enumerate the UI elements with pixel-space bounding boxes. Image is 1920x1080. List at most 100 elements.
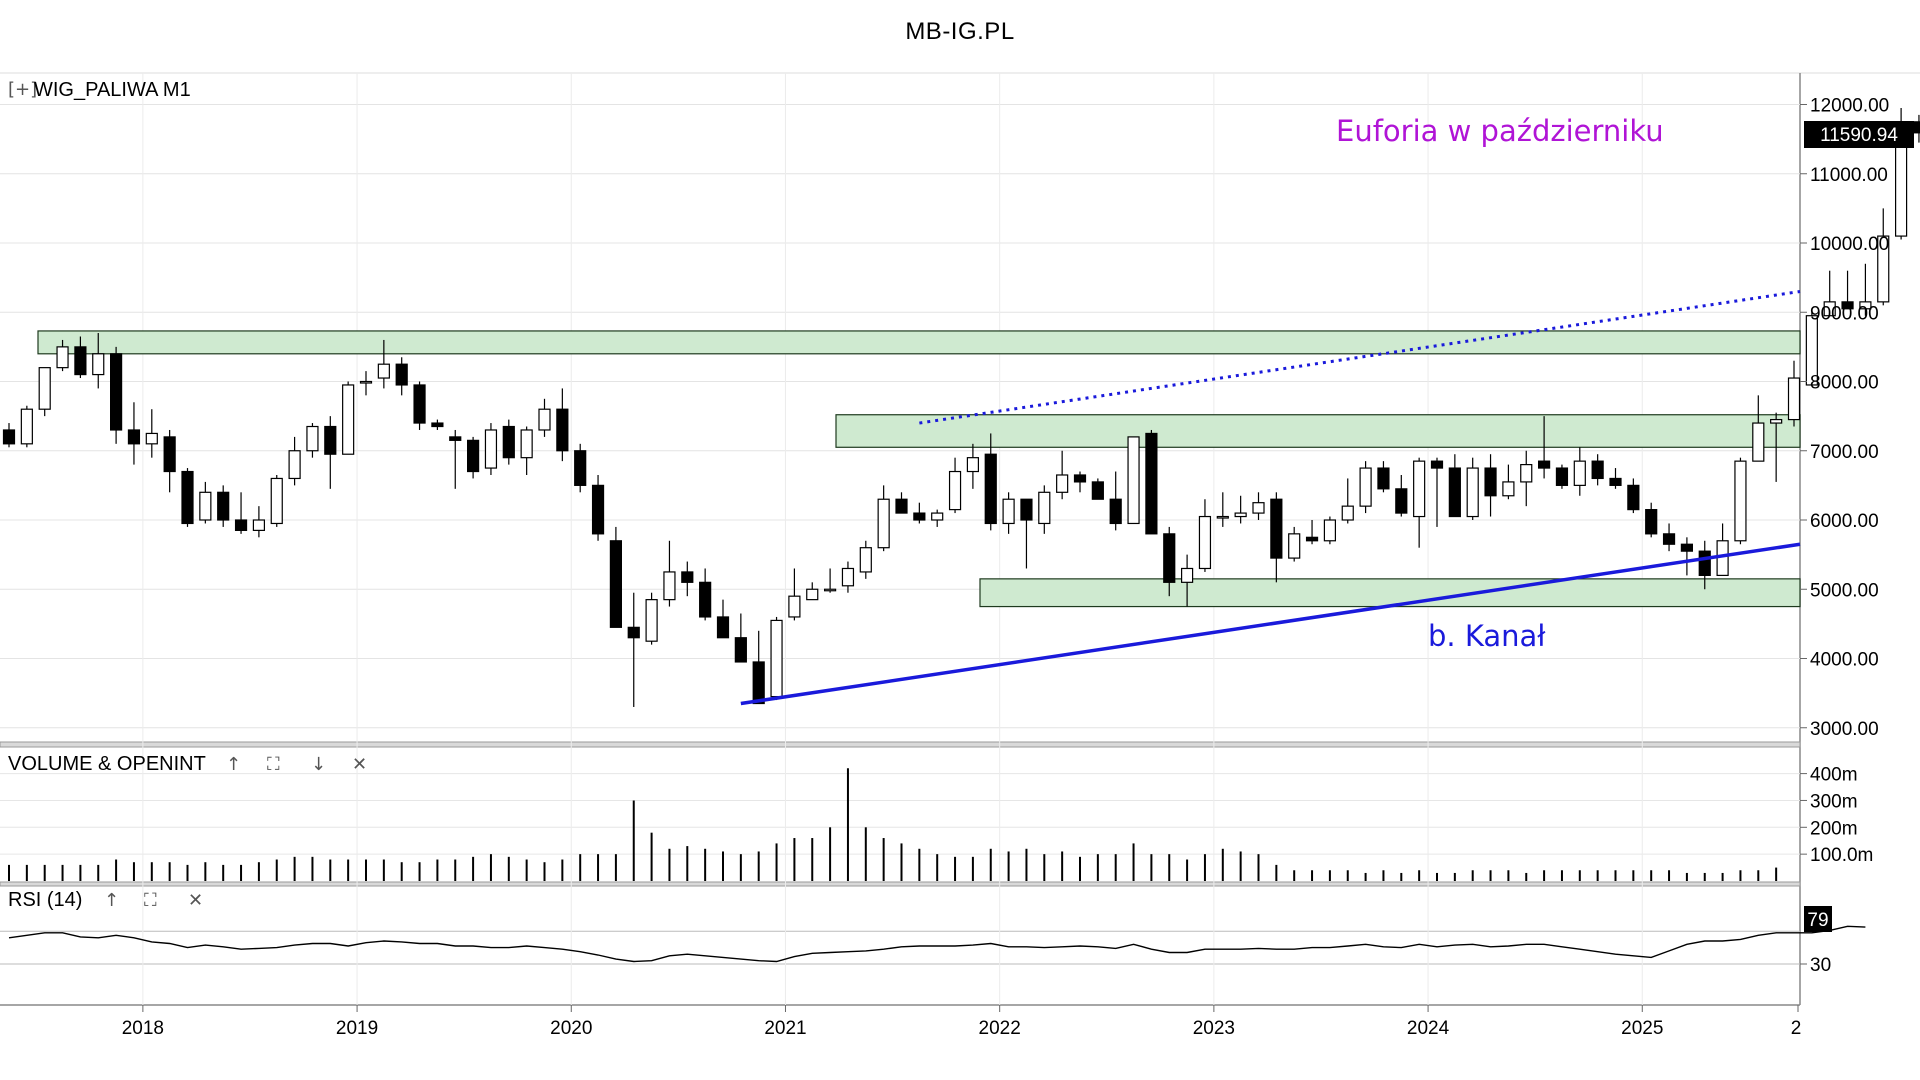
candle-body-up (1252, 502, 1265, 514)
candle (1573, 447, 1586, 496)
volume-tick-label: 200m (1810, 818, 1858, 839)
price-tick-label: 4000.00 (1810, 650, 1879, 671)
candle (342, 381, 355, 455)
candle (306, 423, 319, 458)
candle-body-up (788, 595, 801, 618)
symbol-label: WIG_PALIWA M1 (34, 79, 191, 101)
candle (199, 481, 212, 524)
candle (2, 423, 16, 448)
candle (1502, 464, 1515, 500)
candle (1127, 436, 1140, 525)
candle (1252, 492, 1265, 520)
candle-body-down (181, 470, 194, 525)
candle (591, 474, 605, 541)
candle (984, 433, 997, 531)
rsi-close-icon[interactable]: ✕ (188, 890, 203, 911)
candle-body-up (966, 457, 980, 473)
rsi-move-up-icon[interactable]: ↑ (104, 890, 119, 911)
candle (770, 616, 783, 701)
candle-body-up (1787, 377, 1801, 421)
candle (502, 419, 515, 465)
candle-body-down (716, 616, 730, 639)
candle-body-up (1877, 235, 1890, 303)
candle-body-up (931, 512, 944, 521)
candle-body-up (56, 346, 69, 369)
candle-body-down (163, 436, 176, 473)
candle-body-down (217, 491, 230, 521)
candle (431, 419, 444, 430)
candle (1288, 526, 1301, 562)
year-label: 2022 (979, 1018, 1021, 1039)
candle-body-up (770, 619, 783, 698)
volume-rsi-divider[interactable] (0, 881, 1801, 887)
volume-tick-label: 400m (1810, 765, 1858, 786)
candle-body-down (1841, 301, 1854, 310)
candle-body-up (359, 380, 373, 384)
year-label: 2 (1791, 1018, 1802, 1039)
candle-body-up (1056, 474, 1069, 493)
candle-body-up (1573, 460, 1586, 486)
candle-body-down (1448, 467, 1461, 518)
candle-body-up (20, 408, 33, 445)
zone-upper-resistance (37, 330, 1801, 355)
year-label: 2024 (1407, 1018, 1450, 1039)
candle-body-up (1216, 515, 1229, 519)
maximize-icon[interactable]: ⛶ (267, 754, 280, 775)
move-down-icon[interactable]: ↓ (311, 754, 326, 775)
candle-body-up (1805, 315, 1818, 386)
main-volume-divider[interactable] (0, 741, 1801, 748)
volume-tick-label: 300m (1810, 791, 1858, 812)
candle (1448, 454, 1461, 518)
candle-body-up (306, 425, 319, 452)
candle (1841, 270, 1854, 310)
candle-body-up (1502, 481, 1515, 497)
price-tick-label: 9000.00 (1810, 303, 1879, 324)
candle (92, 333, 105, 389)
candle (788, 568, 801, 621)
candle (913, 502, 926, 524)
close-icon[interactable]: ✕ (352, 754, 367, 775)
zone-lower-support (979, 578, 1801, 608)
candle-body-up (1198, 515, 1212, 570)
candle (1823, 270, 1836, 317)
candle (1716, 523, 1729, 577)
candle-body-down (1555, 467, 1569, 486)
candle (948, 457, 962, 514)
candle (931, 509, 944, 527)
candle-body-down (413, 384, 426, 424)
candle-body-down (1662, 533, 1676, 545)
candle-body-down (591, 484, 605, 535)
candle (1430, 457, 1444, 527)
candle (663, 540, 676, 607)
candle (609, 526, 623, 628)
candle (699, 568, 712, 621)
candle (1234, 495, 1247, 524)
year-label: 2021 (764, 1018, 806, 1039)
trendlines (740, 289, 1801, 706)
candle (1645, 502, 1658, 538)
candle (1270, 492, 1283, 583)
candle-body-up (1752, 422, 1765, 462)
candle-body-up (270, 477, 283, 525)
candle (1145, 429, 1158, 535)
candle-body-down (1698, 550, 1711, 576)
volume-panel-label: VOLUME & OPENINT (8, 753, 206, 775)
candle-body-down (1145, 432, 1158, 535)
candle-body-down (1912, 121, 1920, 134)
candle-body-up (1002, 498, 1015, 525)
candle-body-down (699, 581, 712, 618)
expand-icon[interactable]: [+] (8, 79, 37, 100)
candle-body-down (627, 626, 640, 639)
rsi-maximize-icon[interactable]: ⛶ (144, 890, 157, 911)
candle (252, 506, 265, 538)
candle (56, 339, 69, 372)
year-label: 2025 (1621, 1018, 1663, 1039)
candle-body-up (948, 470, 962, 511)
zone-middle-resistance (835, 414, 1801, 448)
rsi-last-tag (1804, 906, 1832, 932)
move-up-icon[interactable]: ↑ (226, 754, 241, 775)
candle-body-down (1073, 474, 1087, 483)
candle-body-up (1770, 418, 1783, 424)
candle-body-up (484, 429, 498, 469)
